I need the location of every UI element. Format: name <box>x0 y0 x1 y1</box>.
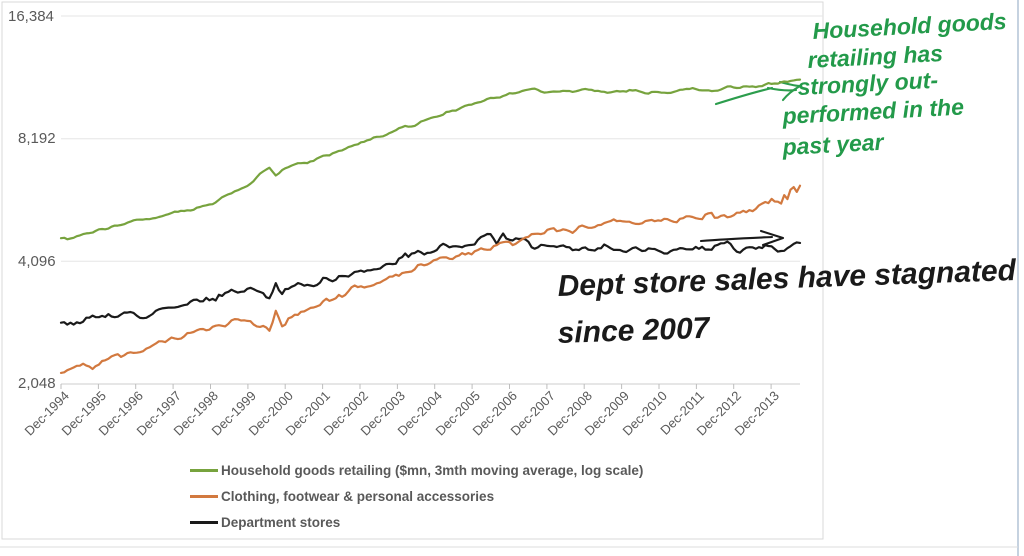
svg-text:Dept store sales have stagnate: Dept store sales have stagnated <box>557 254 1017 303</box>
svg-text:Household goods: Household goods <box>812 8 1007 44</box>
svg-text:since 2007: since 2007 <box>557 312 711 350</box>
svg-text:past year: past year <box>781 129 885 160</box>
